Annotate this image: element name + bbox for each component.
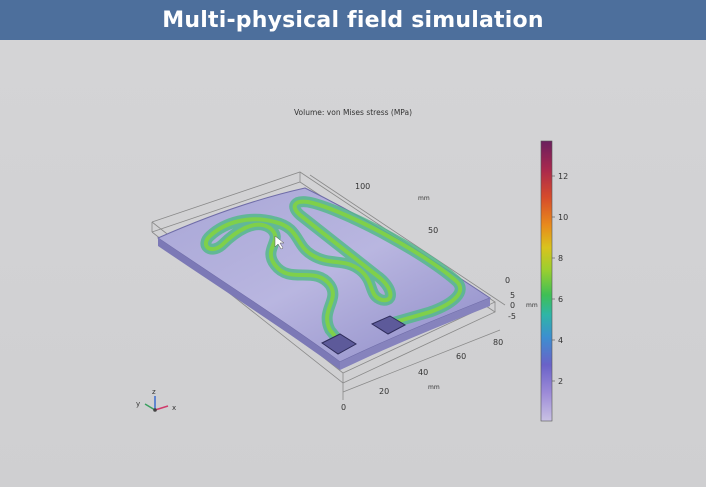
colorbar-label-2: 2: [558, 377, 563, 386]
contact-pad-right: [370, 315, 407, 335]
colorbar-label-4: 4: [558, 336, 563, 345]
y-tick-0: 0: [505, 276, 510, 285]
z-axis: 5 0 mm -5: [508, 291, 538, 321]
y-axis: 100 mm 50 0: [355, 182, 510, 285]
banner: Multi-physical field simulation: [0, 0, 706, 40]
x-unit: mm: [428, 384, 440, 391]
colorbar-label-10: 10: [558, 213, 568, 222]
colorbar-labels: 12 10 8 6 4 2: [558, 172, 568, 386]
plot-title: Volume: von Mises stress (MPa): [293, 108, 413, 117]
x-tick-60: 60: [456, 352, 466, 361]
x-tick-80: 80: [493, 338, 503, 347]
triad-z: z: [152, 388, 156, 396]
triad-y: y: [136, 400, 140, 408]
z-tick-0: 0: [510, 301, 515, 310]
y-unit: mm: [418, 195, 430, 202]
colorbar-label-6: 6: [558, 295, 563, 304]
banner-title: Multi-physical field simulation: [162, 7, 544, 33]
cursor-icon: [274, 235, 285, 250]
colorbar-label-8: 8: [558, 254, 563, 263]
colorbar-ticks: [552, 175, 555, 382]
colorbar-label-12: 12: [558, 172, 568, 181]
heater-trace: [200, 196, 466, 346]
x-tick-20: 20: [379, 387, 389, 396]
z-tick-5: 5: [510, 291, 515, 300]
y-tick-100: 100: [355, 182, 370, 191]
contact-pad-left: [321, 333, 357, 355]
axis-triad-icon: z y x: [136, 388, 176, 412]
z-unit: mm: [526, 302, 538, 309]
x-tick-0: 0: [341, 403, 346, 412]
z-tick-minus5: -5: [508, 312, 516, 321]
x-tick-40: 40: [418, 368, 428, 377]
y-tick-50: 50: [428, 226, 438, 235]
x-axis: 80 60 40 mm 20 0: [341, 338, 503, 412]
plate-edge: [158, 238, 340, 370]
plate-edge-right: [340, 298, 490, 370]
triad-x: x: [172, 404, 176, 412]
colorbar: [540, 140, 553, 422]
